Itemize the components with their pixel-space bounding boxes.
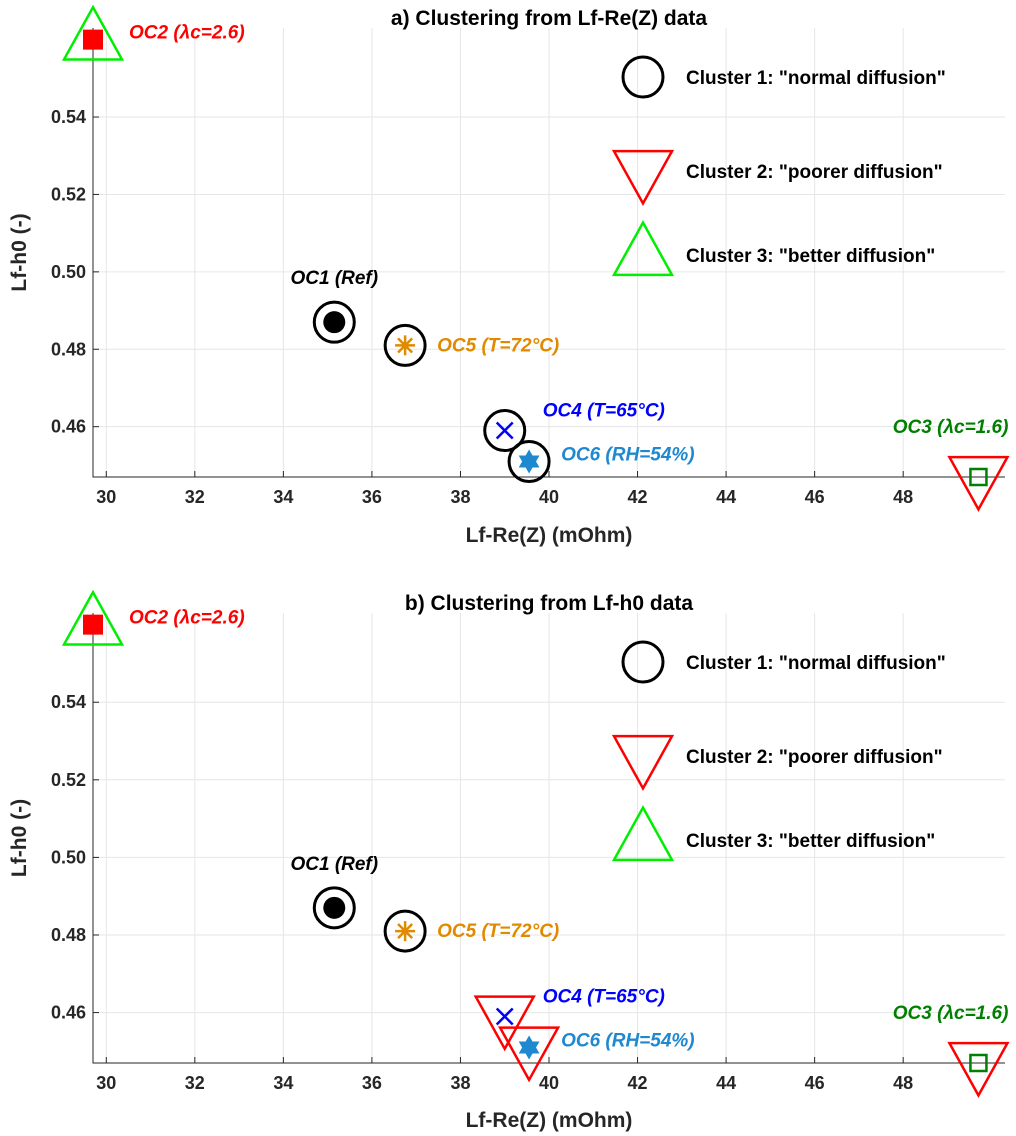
panel-a-xtick-label: 38 [450, 487, 470, 507]
panel-a-oc4-cluster-marker [483, 409, 527, 453]
panel-b-title: b) Clustering from Lf-h0 data [405, 592, 693, 615]
panel-a-xtick-label: 34 [273, 487, 293, 507]
panel-b-oc6-cluster-marker [497, 1026, 561, 1083]
panel-b-axes [92, 613, 1005, 1064]
panel-b-oc4-label: OC4 (T=65°C) [543, 986, 665, 1007]
panel-b-oc6-point-b [518, 1041, 540, 1060]
panel-a-ytick-label: 0.48 [51, 339, 86, 359]
panel-a-ylabel: Lf-h0 (-) [8, 213, 31, 291]
panel-a-ytick-label: 0.54 [51, 107, 86, 127]
panel-b-xtick-label: 36 [362, 1073, 382, 1093]
panel-b-oc4-cluster-marker [473, 995, 536, 1052]
panel-b-xtick-label: 38 [450, 1073, 470, 1093]
panel-b-ylabel: Lf-h0 (-) [8, 799, 31, 877]
panel-a-title: a) Clustering from Lf-Re(Z) data [391, 7, 707, 30]
panel-b-legend-label-2: Cluster 2: "poorer diffusion" [686, 747, 943, 768]
panel-b-oc4-point [495, 1007, 514, 1026]
panel-a-oc3-point [969, 467, 988, 487]
panel-a-legend-label-1: Cluster 1: "normal diffusion" [686, 68, 946, 89]
panel-a-ytick-label: 0.52 [51, 184, 86, 204]
panel-a-oc1-cluster-marker [312, 300, 356, 344]
panel-a-legend-label-2: Cluster 2: "poorer diffusion" [686, 162, 943, 183]
panel-a-oc6-point-b [518, 455, 540, 474]
panel-a-ytick-label: 0.50 [51, 262, 86, 282]
panel-b-xtick-label: 34 [273, 1073, 293, 1093]
panel-b-oc2-cluster-marker [61, 589, 125, 646]
panel-a-xtick-label: 30 [96, 487, 116, 507]
panel-b-ytick-label: 0.46 [51, 1003, 86, 1023]
panel-b-ytick-label: 0.54 [51, 692, 86, 712]
panel-b-oc3-cluster-marker [947, 1041, 1010, 1098]
panel-a-xlabel: Lf-Re(Z) (mOhm) [466, 524, 633, 547]
panel-b-legend-label-1: Cluster 1: "normal diffusion" [686, 653, 946, 674]
panel-b-oc5-point [395, 921, 416, 942]
panel-b-xtick-label: 46 [805, 1073, 825, 1093]
panel-b-oc3-label: OC3 (λc=1.6) [893, 1003, 1009, 1024]
panel-a-xtick-label: 46 [805, 487, 825, 507]
panel-b-ytick-label: 0.50 [51, 847, 86, 867]
panel-b-oc1-cluster-marker [312, 886, 356, 930]
panel-a-oc2-cluster-marker [61, 4, 125, 61]
panel-b-xtick-label: 32 [185, 1073, 205, 1093]
panel-a-legend-marker-3 [611, 220, 675, 277]
panel-b-xtick-label: 30 [96, 1073, 116, 1093]
panel-a-oc5-cluster-marker [383, 323, 427, 367]
panel-a-oc6-cluster-marker [507, 440, 551, 484]
panel-a-xtick-label: 40 [539, 487, 559, 507]
panel-a-oc3-label: OC3 (λc=1.6) [893, 417, 1009, 438]
panel-a-ytick-label: 0.46 [51, 417, 86, 437]
panel-a-xtick-label: 44 [716, 487, 736, 507]
panel-a-xtick-label: 48 [893, 487, 913, 507]
panel-b-oc5-cluster-marker [383, 909, 427, 953]
panel-b-oc2-point [83, 614, 103, 635]
panel-a-oc4-label: OC4 (T=65°C) [543, 401, 665, 422]
panel-b-oc5-label: OC5 (T=72°C) [437, 921, 559, 942]
panel-b-xlabel: Lf-Re(Z) (mOhm) [466, 1109, 633, 1132]
panel-b-legend-marker-3 [611, 805, 675, 862]
panel-a-oc2-label: OC2 (λc=2.6) [129, 23, 245, 44]
panel-b-xtick-label: 40 [539, 1073, 559, 1093]
panel-b-oc2-label: OC2 (λc=2.6) [129, 608, 245, 629]
panel-a-oc2-point [83, 29, 103, 50]
panel-a-xtick-label: 32 [185, 487, 205, 507]
panel-b-oc3-point [969, 1053, 988, 1073]
panel-a-legend-marker-1 [621, 55, 665, 99]
panel-a-xtick-label: 42 [628, 487, 648, 507]
panel-b-xtick-label: 48 [893, 1073, 913, 1093]
panel-b-oc6-label: OC6 (RH=54%) [561, 1030, 695, 1051]
panel-b-xtick-label: 44 [716, 1073, 736, 1093]
panel-b-ytick-label: 0.52 [51, 770, 86, 790]
panel-a-oc6-label: OC6 (RH=54%) [561, 445, 695, 466]
panel-b-legend-marker-2 [611, 734, 675, 791]
panel-b-ytick-label: 0.48 [51, 925, 86, 945]
panel-a-oc1-label: OC1 (Ref) [290, 268, 378, 289]
panel-a-axes [92, 28, 1005, 478]
panel-a-legend-label-3: Cluster 3: "better diffusion" [686, 246, 935, 267]
panel-a-oc3-cluster-marker [947, 455, 1010, 512]
panel-a-oc5-point [395, 335, 416, 356]
panel-b-oc1-label: OC1 (Ref) [290, 854, 378, 875]
panel-a-oc5-label: OC5 (T=72°C) [437, 335, 559, 356]
panel-b-xtick-label: 42 [628, 1073, 648, 1093]
panel-b-legend-marker-1 [621, 640, 665, 684]
panel-b-oc1-point [323, 896, 346, 919]
panel-a-legend-marker-2 [611, 149, 675, 206]
panel-a-oc4-point [495, 421, 514, 440]
panel-a-oc1-point [323, 311, 346, 334]
panel-a-xtick-label: 36 [362, 487, 382, 507]
panel-b-legend-label-3: Cluster 3: "better diffusion" [686, 831, 935, 852]
